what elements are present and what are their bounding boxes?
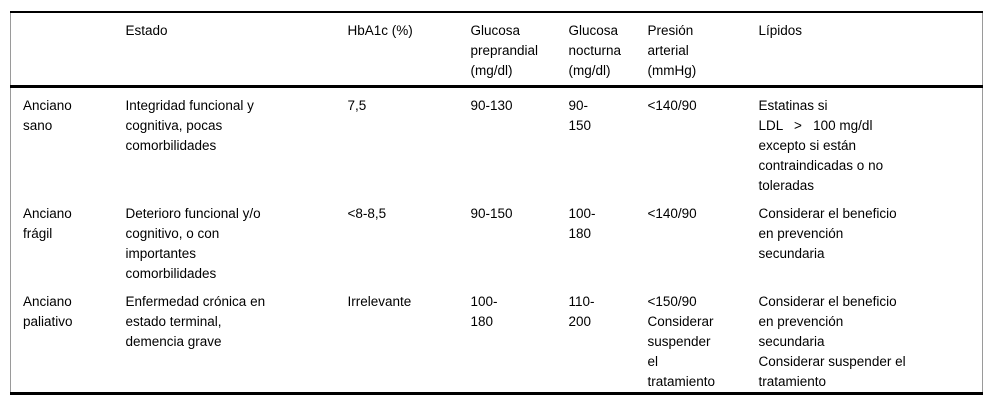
cell-glucosa-preprandial: 100- 180 [470, 293, 498, 329]
cell-estado: Enfermedad crónica en estado terminal, d… [125, 293, 266, 349]
cell-estado: Integridad funcional y cognitiva, pocas … [125, 97, 254, 153]
header-cell-hba1c: HbA1c (%) [335, 12, 459, 88]
table-header: Estado HbA1c (%) Glucosa preprandial (mg… [10, 12, 983, 88]
cell-categoria: Anciano sano [23, 97, 72, 133]
header-cell-glucosa-preprandial: Glucosa preprandial (mg/dl) [458, 12, 557, 88]
cell-glucosa-preprandial: 90-130 [470, 97, 513, 113]
cell-lipidos: Considerar el beneficio en prevención se… [758, 293, 906, 389]
cell-hba1c: <8-8,5 [347, 205, 387, 221]
cell-glucosa-nocturna: 110- 200 [568, 293, 595, 329]
table-container: Estado HbA1c (%) Glucosa preprandial (mg… [10, 11, 983, 395]
cell-presion-arterial: <140/90 [647, 205, 697, 221]
cell-presion-arterial: <150/90 Considerar suspender el tratamie… [647, 293, 716, 389]
table-row-anciano-fragil: Anciano frágil Deterioro funcional y/o c… [11, 196, 983, 284]
cell-categoria: Anciano frágil [23, 205, 72, 241]
cell-hba1c: Irrelevante [347, 293, 412, 309]
cell-presion-arterial: <140/90 [647, 97, 697, 113]
header-row: Estado HbA1c (%) Glucosa preprandial (mg… [10, 12, 983, 88]
cell-hba1c: 7,5 [347, 97, 367, 113]
table-body: Anciano sano Integridad funcional y cogn… [11, 86, 983, 393]
cell-glucosa-nocturna: 100- 180 [568, 205, 596, 241]
header-cell-glucosa-nocturna: Glucosa nocturna (mg/dl) [556, 12, 636, 88]
header-cell-empty [10, 12, 114, 88]
header-cell-lipidos: Lípidos [746, 12, 983, 88]
header-cell-estado: Estado [113, 12, 336, 88]
table-row-anciano-sano: Anciano sano Integridad funcional y cogn… [11, 86, 983, 196]
clinical-targets-table: Estado HbA1c (%) Glucosa preprandial (mg… [10, 11, 983, 395]
cell-glucosa-nocturna: 90- 150 [568, 97, 592, 133]
cell-lipidos: Estatinas si LDL > 100 mg/dl excepto si … [758, 97, 884, 193]
cell-estado: Deterioro funcional y/o cognitivo, o con… [125, 205, 261, 281]
table-row-anciano-paliativo: Anciano paliativo Enfermedad crónica en … [11, 284, 983, 394]
header-cell-presion-arterial: Presión arterial (mmHg) [635, 12, 747, 88]
cell-categoria: Anciano paliativo [23, 293, 73, 329]
cell-glucosa-preprandial: 90-150 [470, 205, 513, 221]
cell-lipidos: Considerar el beneficio en prevención se… [758, 205, 897, 261]
